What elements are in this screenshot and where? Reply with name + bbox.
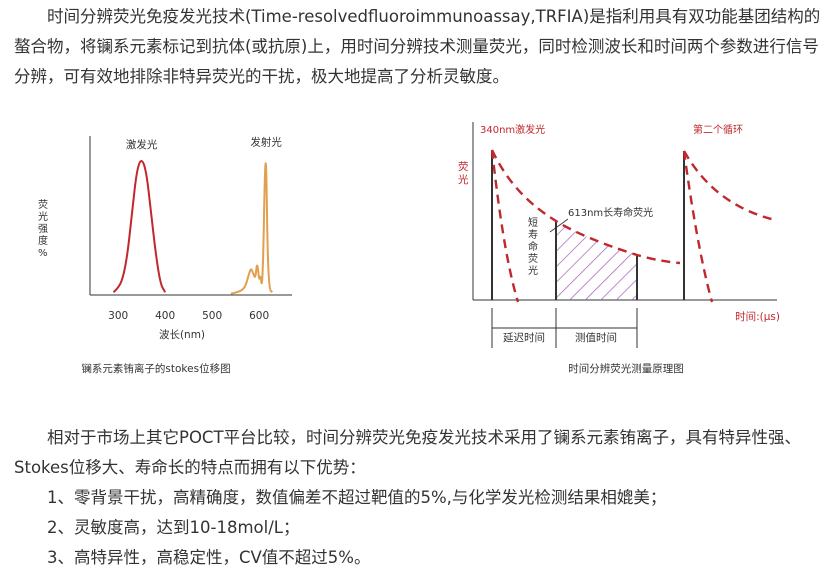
intro-paragraph: 时间分辨荧光免疫发光技术(Time-resolvedfluoroimmunoas… [14,7,821,86]
time-resolved-chart: 荧光 340nm激发光 第二个循环 613nm长寿命荧光 短寿命荧光 时间:(μ… [458,122,780,375]
advantage-item: 2、灵敏度高，达到10-18mol/L； [47,518,300,537]
stokes-shift-chart: 荧光强度% 300 400 500 600 激发光 发射光 波长(nm) 镧系元素铕离子… [38,135,292,375]
annotation-leader-line [549,218,569,233]
stokes-shift-figure: 荧光强度% 300 400 500 600 激发光 发射光 波长(nm) 镧系元素铕离子… [30,108,330,376]
series-short-lived [490,149,520,303]
series-line-emission [230,162,273,295]
series-line-excitation [112,160,167,294]
x-tick-label: 300 [108,310,128,322]
delay-interval-label: 延迟时间 [503,331,545,344]
annotation-excitation: 340nm激发光 [480,123,545,136]
series-short-lived-cycle-2 [682,150,714,303]
series-long-lived [490,149,681,265]
figure-caption: 镧系元素铕离子的stokes位移图 [81,362,230,375]
x-tick-label: 500 [202,310,222,322]
x-tick-label: 600 [249,310,269,322]
time-resolved-figure: 荧光 340nm激发光 第二个循环 613nm长寿命荧光 短寿命荧光 时间:(μ… [450,108,830,376]
comparison-paragraph: 相对于市场上其它POCT平台比较，时间分辨荧光免疫发光技术采用了镧系元素铕离子，… [14,428,802,477]
series-long-lived-cycle-2 [682,150,776,222]
advantage-item: 3、高特异性，高稳定性，CV值不超过5%。 [47,548,371,567]
figure-caption: 时间分辨荧光测量原理图 [568,362,684,375]
x-tick-label: 400 [155,310,175,322]
x-axis-label: 时间:(μs) [735,310,780,323]
measurement-window-area [556,221,637,300]
series-label: 激发光 [126,138,158,151]
y-axis-label: 荧光强度% [38,198,48,259]
annotation-long-lived: 613nm长寿命荧光 [568,206,653,219]
y-axis-label: 荧光 [458,160,469,186]
annotation-short-lived: 短寿命荧光 [528,216,538,277]
measure-interval-label: 测值时间 [575,331,617,344]
x-axis-label: 波长(nm) [159,328,205,341]
advantage-item: 1、零背景干扰，高精确度，数值偏差不超过靶值的5%,与化学发光检测结果相媲美； [47,488,667,507]
annotation-second-cycle: 第二个循环 [693,123,743,136]
series-label: 发射光 [250,135,282,148]
